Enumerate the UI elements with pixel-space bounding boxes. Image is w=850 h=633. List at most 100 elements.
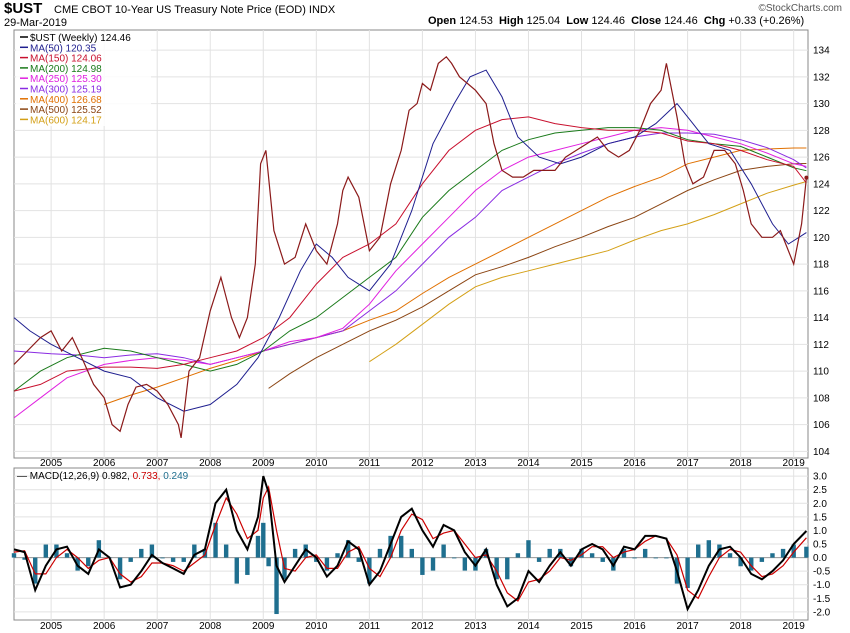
macd-x-tick-label: 2005 <box>40 621 63 632</box>
macd-y-tick-label: 1.5 <box>813 512 827 523</box>
macd-histogram-bar <box>139 548 144 558</box>
close-label: Close <box>631 15 662 27</box>
macd-histogram-bar <box>515 553 521 558</box>
macd-legend-part: — <box>17 471 30 482</box>
macd-histogram-bar <box>377 548 383 558</box>
price-y-tick-label: 130 <box>813 99 830 110</box>
price-x-tick-label: 2005 <box>40 458 63 469</box>
price-x-tick-label: 2015 <box>570 458 593 469</box>
price-y-tick-label: 104 <box>813 447 830 458</box>
series-line-ma500 <box>268 163 807 389</box>
macd-histogram-bar <box>128 557 133 562</box>
legend-entry: MA(50) 120.35 <box>30 43 97 54</box>
macd-y-tick-label: 0.5 <box>813 540 827 551</box>
macd-y-tick-label: 3.0 <box>813 472 827 483</box>
price-x-tick-label: 2006 <box>93 458 116 469</box>
macd-histogram-bar <box>759 557 765 562</box>
macd-x-tick-label: 2015 <box>570 621 593 632</box>
macd-histogram-bar <box>727 553 733 558</box>
high-value: 125.04 <box>526 15 561 27</box>
macd-histogram-bar <box>494 557 499 580</box>
macd-histogram-bar <box>367 557 372 584</box>
macd-histogram-bar <box>261 522 266 558</box>
macd-histogram-bar <box>356 557 361 562</box>
macd-histogram-bar <box>653 557 658 559</box>
macd-histogram-bar <box>170 557 176 562</box>
macd-histogram-bar <box>526 540 531 558</box>
macd-x-tick-label: 2013 <box>464 621 487 632</box>
legend-entry: MA(300) 125.19 <box>30 85 102 96</box>
macd-histogram-bar <box>22 557 27 560</box>
macd-legend-part: 0.982, <box>102 471 133 482</box>
macd-histogram-bar <box>547 548 552 558</box>
macd-histogram-bar <box>632 557 637 559</box>
price-y-tick-label: 118 <box>813 260 829 271</box>
macd-x-tick-label: 2019 <box>783 621 806 632</box>
series-line-ma600 <box>369 181 807 363</box>
price-y-tick-label: 128 <box>813 126 830 137</box>
macd-histogram-bar <box>274 557 279 615</box>
legend-entry: MA(600) 124.17 <box>30 115 102 126</box>
macd-legend-part: 0.733, <box>133 471 164 482</box>
macd-histogram-bar <box>696 544 701 558</box>
macd-histogram-bar <box>441 544 446 558</box>
legend-entry: MA(250) 125.30 <box>30 74 102 85</box>
legend-entry: MA(500) 125.52 <box>30 105 102 116</box>
price-x-tick-label: 2011 <box>359 458 381 469</box>
macd-histogram-bar <box>234 557 239 584</box>
macd-histogram-bar <box>568 557 574 567</box>
macd-histogram-bar <box>536 557 542 562</box>
macd-y-tick-label: -1.5 <box>813 594 831 605</box>
macd-y-tick-label: 1.0 <box>813 526 827 537</box>
macd-x-tick-label: 2012 <box>411 621 434 632</box>
macd-histogram-bar <box>335 553 340 558</box>
price-x-tick-label: 2012 <box>411 458 434 469</box>
macd-histogram-bar <box>64 553 70 558</box>
price-y-tick-label: 106 <box>813 420 830 431</box>
macd-y-tick-label: 2.5 <box>813 485 827 496</box>
price-y-tick-label: 134 <box>813 46 830 57</box>
macd-x-tick-label: 2006 <box>93 621 116 632</box>
price-y-tick-label: 122 <box>813 206 830 217</box>
series-line-ma400 <box>104 147 807 405</box>
macd-x-tick-label: 2008 <box>199 621 222 632</box>
open-label: Open <box>428 15 457 27</box>
macd-histogram-bar <box>43 544 49 558</box>
macd-y-tick-label: 0.0 <box>813 553 827 564</box>
price-y-tick-label: 132 <box>813 72 830 83</box>
macd-histogram-bar <box>409 548 414 558</box>
chart-description: CME CBOT 10-Year US Treasury Note Price … <box>54 4 335 16</box>
macd-histogram-bar <box>11 553 17 558</box>
price-y-tick-label: 114 <box>813 313 829 324</box>
macd-histogram-bar <box>483 548 489 558</box>
macd-histogram-bar <box>685 557 690 588</box>
macd-histogram-bar <box>223 544 229 558</box>
macd-histogram-bar <box>420 557 425 575</box>
macd-x-tick-label: 2016 <box>623 621 646 632</box>
last-price-dot <box>804 175 809 180</box>
macd-histogram-bar <box>117 557 123 580</box>
macd-x-tick-label: 2017 <box>676 621 699 632</box>
price-x-tick-label: 2016 <box>623 458 646 469</box>
macd-histogram-bar <box>160 557 165 559</box>
price-x-tick-label: 2017 <box>676 458 699 469</box>
price-y-tick-label: 126 <box>813 153 830 164</box>
macd-histogram-bar <box>192 544 197 558</box>
legend-entry: MA(200) 124.98 <box>30 64 102 75</box>
legend-entry: MA(400) 126.68 <box>30 95 102 106</box>
price-y-tick-label: 116 <box>813 286 829 297</box>
macd-histogram-bar <box>345 540 351 558</box>
chg-value: +0.33 (+0.26%) <box>728 15 805 27</box>
macd-signal-line <box>13 485 807 602</box>
macd-y-tick-label: -1.0 <box>813 580 831 591</box>
macd-histogram-bar <box>770 553 775 558</box>
macd-histogram-bar <box>589 553 595 558</box>
legend-entry: $UST (Weekly) 124.46 <box>30 33 131 44</box>
chart-date: 29-Mar-2019 <box>4 17 67 29</box>
macd-histogram-bar <box>791 544 796 558</box>
price-x-tick-label: 2019 <box>783 458 806 469</box>
price-x-tick-label: 2018 <box>730 458 753 469</box>
price-y-tick-label: 112 <box>813 340 829 351</box>
price-y-tick-label: 108 <box>813 393 830 404</box>
macd-legend-part: MACD(12,26,9) <box>30 471 102 482</box>
